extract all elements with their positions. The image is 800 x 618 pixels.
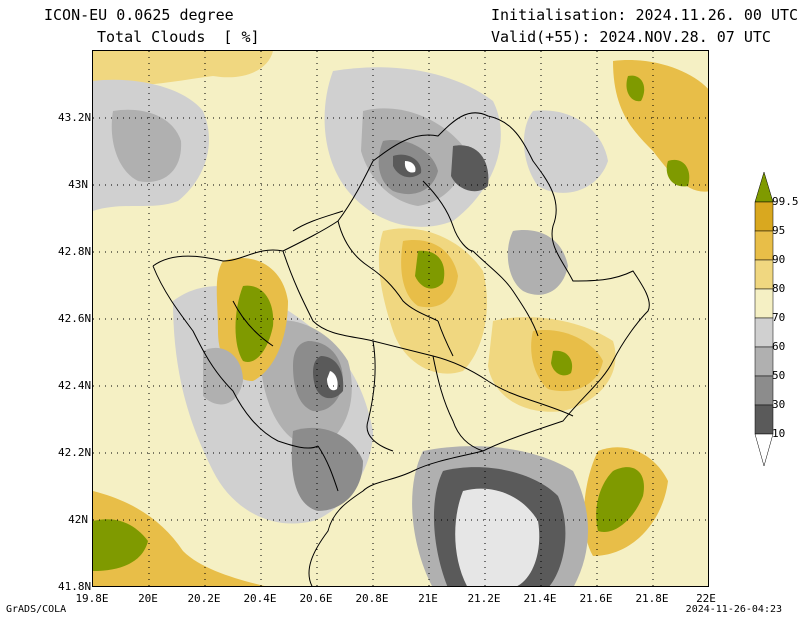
cloud-high-area	[626, 75, 645, 102]
lon-tick-label: 20.8E	[355, 592, 389, 605]
lat-tick-label: 43.2N	[58, 111, 92, 124]
lon-tick-label: 20.6E	[299, 592, 333, 605]
generation-timestamp: 2024-11-26-04:23	[685, 604, 782, 615]
cloud-cover-map	[92, 50, 709, 587]
cloud-low-area	[291, 427, 363, 511]
variable-title: Total Clouds [ %]	[97, 28, 260, 46]
graticule	[93, 51, 708, 586]
colorbar-label: 50	[772, 369, 786, 382]
lon-tick-label: 21.4E	[523, 592, 557, 605]
model-title: ICON-EU 0.0625 degree	[44, 6, 234, 24]
colorbar-swatch	[754, 375, 774, 406]
cloud-high-area	[596, 467, 644, 532]
colorbar-label: 80	[772, 282, 786, 295]
valid-time: Valid(+55): 2024.NOV.28. 07 UTC	[491, 28, 771, 46]
lon-tick-label: 21.8E	[635, 592, 669, 605]
colorbar-graphic	[754, 171, 774, 467]
colorbar-label: 95	[772, 224, 786, 237]
borders	[152, 112, 650, 586]
colorbar-swatch	[754, 288, 774, 319]
cloud-high-area	[551, 350, 573, 376]
colorbar	[754, 171, 774, 468]
initialisation-time: Initialisation: 2024.11.26. 00 UTC	[491, 6, 799, 24]
lon-tick-label: 19.8E	[75, 592, 109, 605]
cloud-low-area	[111, 109, 182, 182]
lat-tick-label: 42.2N	[58, 446, 92, 459]
colorbar-swatch	[754, 317, 774, 348]
cloud-clear-area	[404, 161, 416, 173]
lat-tick-label: 42N	[68, 513, 88, 526]
colorbar-label: 70	[772, 311, 786, 324]
colorbar-top-arrow	[754, 171, 774, 203]
cloud-low-area	[523, 110, 608, 193]
lat-tick-label: 42.6N	[58, 312, 92, 325]
map-canvas	[93, 51, 708, 586]
colorbar-label: 10	[772, 427, 786, 440]
lon-tick-label: 21E	[418, 592, 438, 605]
colorbar-label: 99.5	[772, 195, 799, 208]
lon-tick-label: 22E	[696, 592, 716, 605]
cloud-clear-area	[455, 488, 540, 586]
cloud-high-area	[93, 519, 148, 571]
colorbar-bottom-arrow	[754, 433, 774, 467]
lat-tick-label: 42.8N	[58, 245, 92, 258]
colorbar-swatch	[754, 230, 774, 261]
lon-tick-label: 21.6E	[579, 592, 613, 605]
cloud-high-area	[666, 159, 690, 187]
cloud-clear-area	[327, 371, 338, 391]
colorbar-label: 60	[772, 340, 786, 353]
lon-tick-label: 20.2E	[187, 592, 221, 605]
cloud-high-area	[235, 285, 274, 362]
colorbar-swatch	[754, 346, 774, 377]
lon-tick-label: 20E	[138, 592, 158, 605]
colorbar-swatch	[754, 201, 774, 232]
lon-tick-label: 20.4E	[243, 592, 277, 605]
colorbar-swatch	[754, 259, 774, 290]
software-credit: GrADS/COLA	[6, 604, 67, 615]
lat-tick-label: 41.8N	[58, 580, 92, 593]
lat-tick-label: 43N	[68, 178, 88, 191]
colorbar-swatch	[754, 404, 774, 435]
colorbar-label: 90	[772, 253, 786, 266]
cloud-low-area	[451, 145, 489, 192]
cloud-high-area	[415, 250, 445, 289]
cloud-low-area	[507, 230, 568, 295]
lon-tick-label: 21.2E	[467, 592, 501, 605]
cloud-band	[93, 51, 273, 86]
colorbar-label: 30	[772, 398, 786, 411]
lat-tick-label: 42.4N	[58, 379, 92, 392]
cloud-band	[93, 491, 265, 586]
